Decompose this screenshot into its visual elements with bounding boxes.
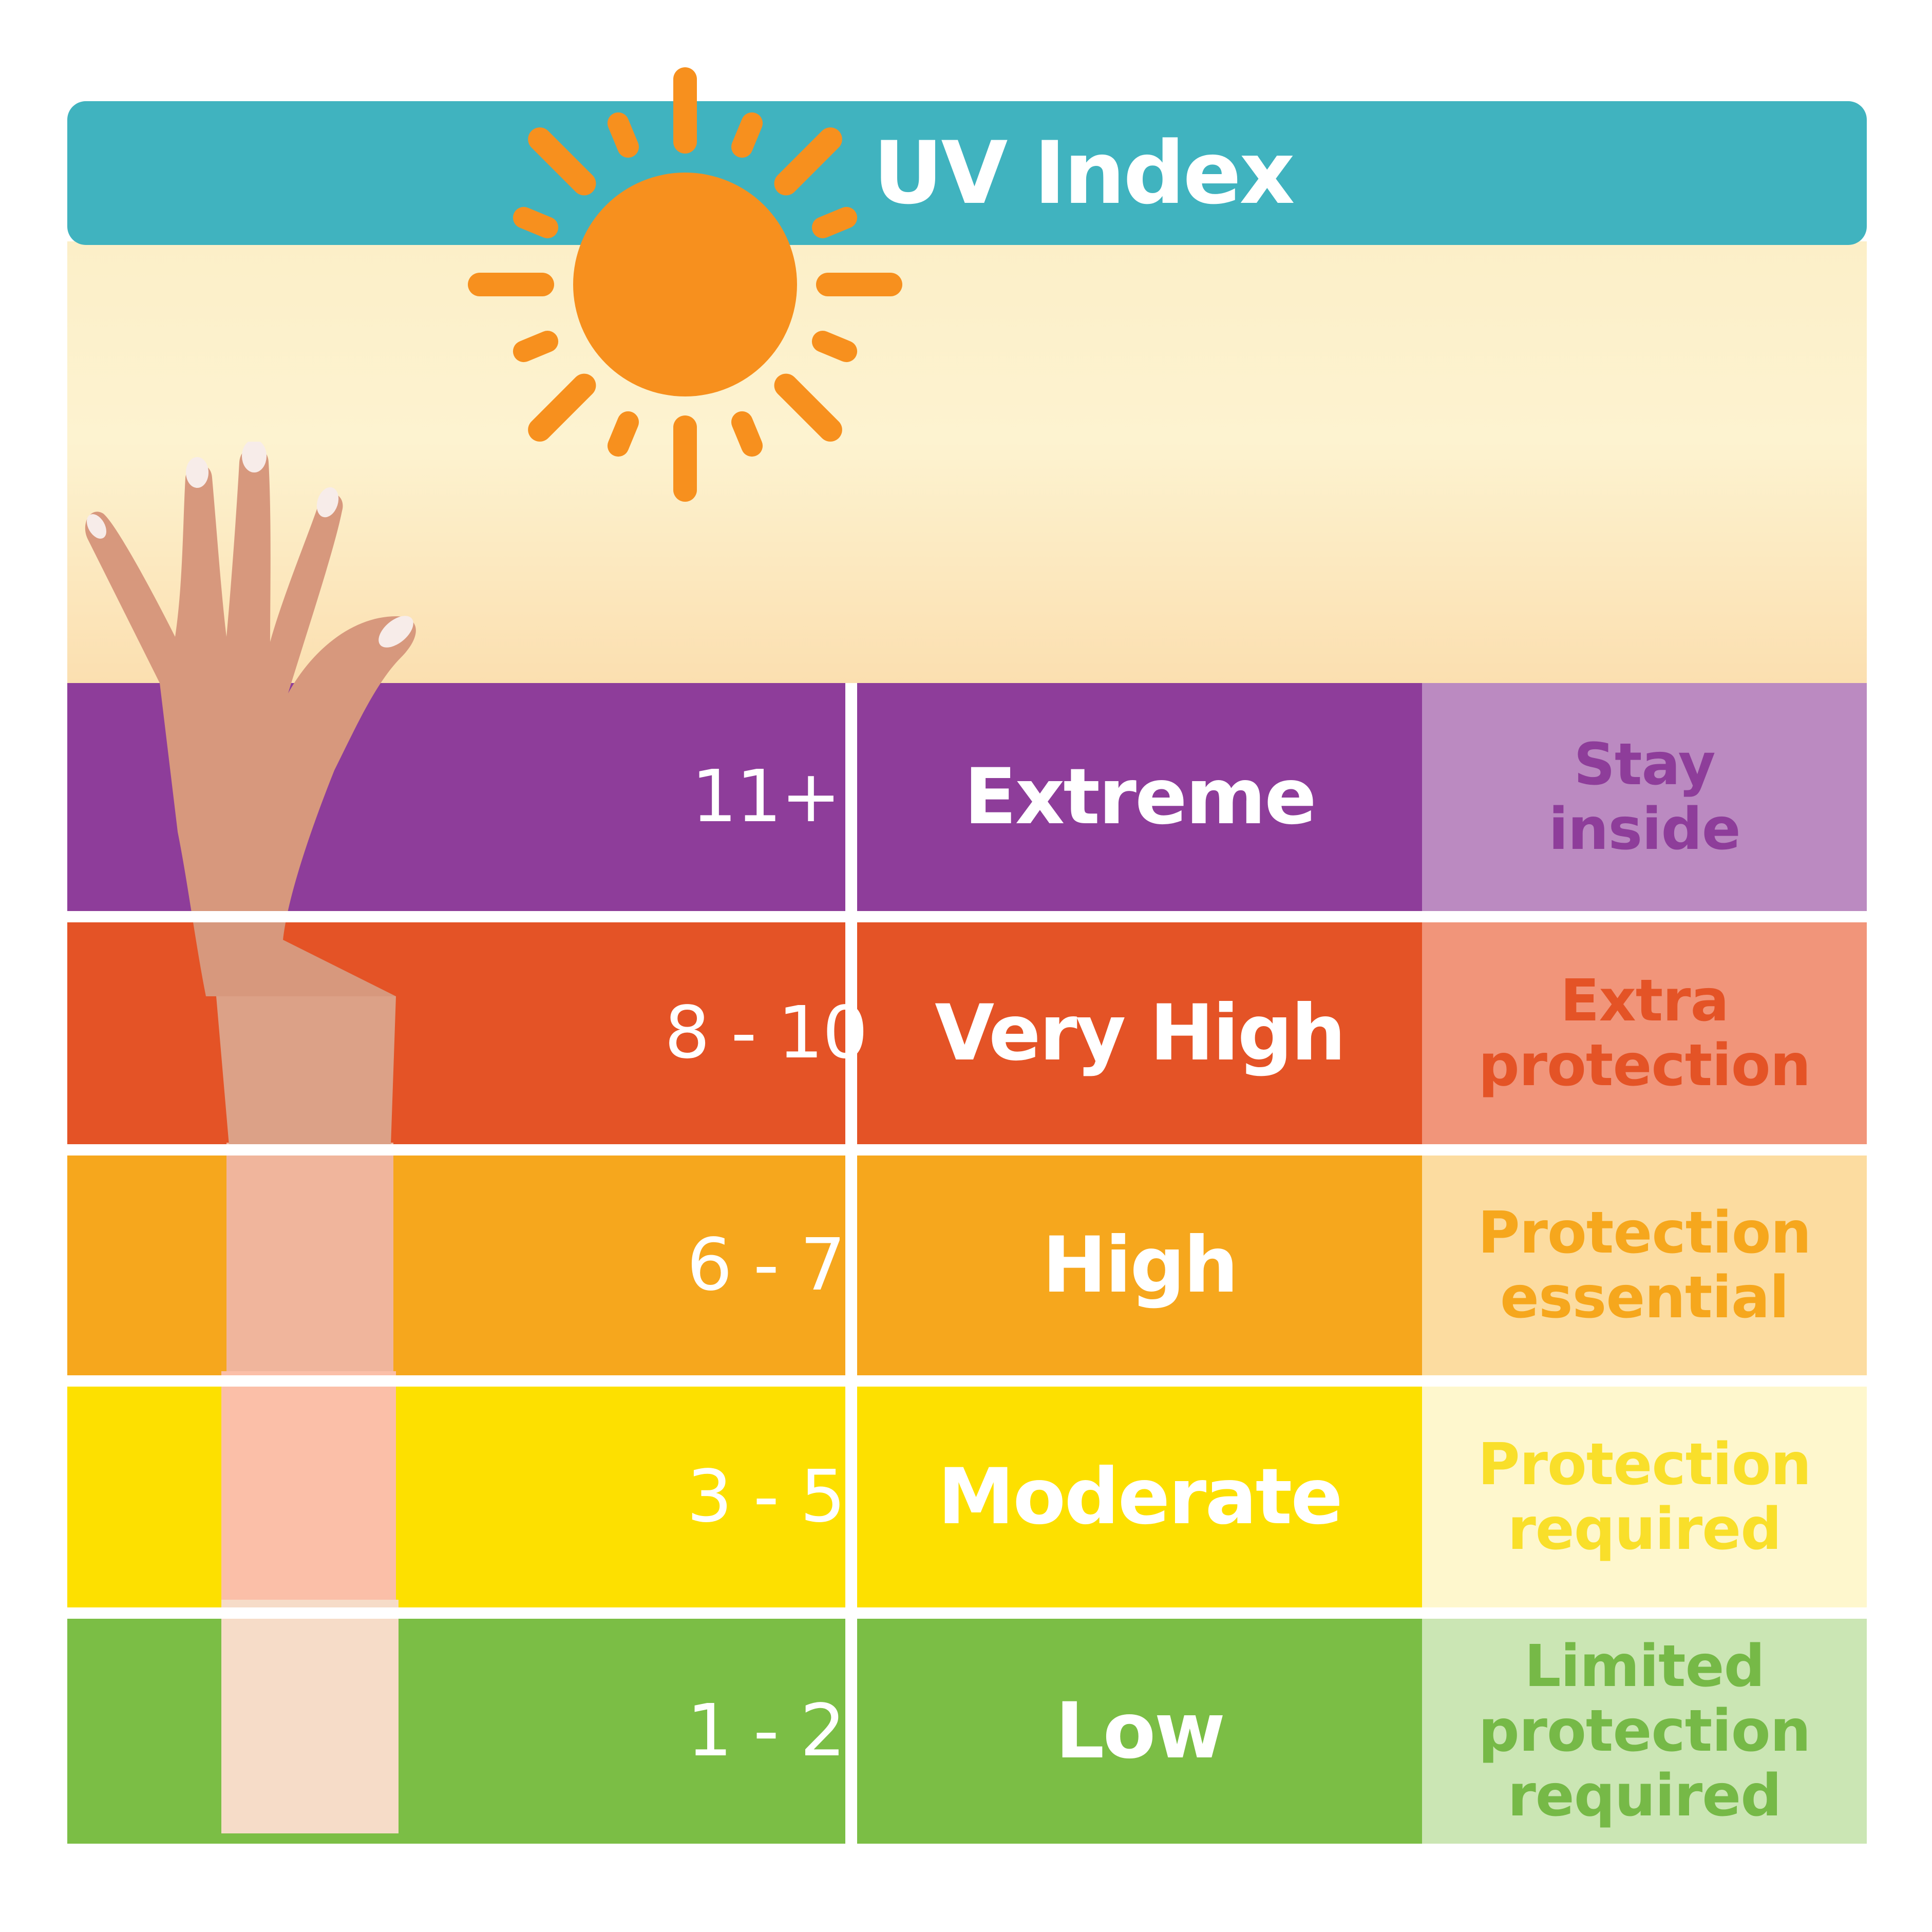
row-gap	[67, 911, 1867, 922]
row-gap	[67, 1607, 1867, 1619]
uv-row-high: 6 - 7 High Protection essential	[67, 1156, 1867, 1375]
uv-advice-cell: Limited protection required	[1422, 1619, 1867, 1844]
uv-range-label: 1 - 2	[687, 1689, 846, 1773]
raised-hand-icon	[85, 442, 416, 1833]
uv-row-low: 1 - 2 Low Limited protection required	[67, 1619, 1867, 1844]
uv-level-label: Moderate	[857, 1387, 1422, 1607]
sun-ray	[607, 411, 639, 457]
range-cell	[67, 1387, 845, 1607]
uv-advice-line1: Limited protection	[1478, 1633, 1811, 1765]
column-divider	[845, 922, 857, 1144]
row-gap	[67, 1375, 1867, 1387]
uv-level-label: Extreme	[857, 683, 1422, 911]
uv-level-label: Low	[857, 1619, 1422, 1844]
column-divider	[845, 1156, 857, 1375]
uv-level-label: Very High	[857, 922, 1422, 1144]
sun-ray	[513, 206, 559, 239]
uv-range-label: 6 - 7	[687, 1223, 846, 1307]
uv-range-label: 8 - 10	[664, 991, 868, 1075]
uv-range-label: 3 - 5	[687, 1455, 846, 1539]
sun-ray	[774, 373, 842, 442]
column-divider	[845, 1387, 857, 1607]
uv-advice-line1: Protection	[1478, 1431, 1812, 1498]
uv-advice-line2: essential	[1500, 1264, 1789, 1331]
header-bar	[67, 101, 1867, 245]
uv-level-label: High	[857, 1156, 1422, 1375]
column-divider	[845, 1619, 857, 1844]
uv-advice-line1: Extra	[1560, 968, 1729, 1034]
uv-row-very-high: 8 - 10 Very High Extra protection	[67, 922, 1867, 1144]
uv-advice-cell: Protection required	[1422, 1387, 1867, 1607]
row-gap	[67, 1144, 1867, 1156]
sun-ray	[811, 206, 858, 239]
uv-advice-line1: Stay	[1574, 731, 1715, 798]
sun-ray	[731, 411, 763, 457]
range-cell	[67, 1156, 845, 1375]
uv-range-label: 11+	[691, 755, 841, 839]
sky-background	[67, 241, 1867, 683]
uv-advice-line1: Protection	[1478, 1200, 1812, 1266]
sun-ray	[528, 127, 596, 196]
sun-icon	[468, 67, 902, 502]
uv-advice-line2: protection	[1478, 1032, 1811, 1099]
uv-row-moderate: 3 - 5 Moderate Protection required	[67, 1387, 1867, 1607]
uv-advice-line2: required	[1507, 1763, 1782, 1829]
sun-ray	[513, 330, 559, 363]
sun-ray	[528, 373, 596, 442]
uv-advice-cell: Protection essential	[1422, 1156, 1867, 1375]
uv-advice-line2: required	[1507, 1496, 1782, 1563]
uv-advice-cell: Extra protection	[1422, 922, 1867, 1144]
sun-ray	[607, 112, 639, 158]
page-title: UV Index	[873, 123, 1295, 223]
uv-advice-cell: Stay inside	[1422, 683, 1867, 911]
range-cell	[67, 1619, 845, 1844]
sun-ray	[731, 112, 763, 158]
range-cell	[67, 922, 845, 1144]
sun-ray	[774, 127, 842, 196]
uv-advice-line2: inside	[1548, 796, 1740, 863]
column-divider	[845, 683, 857, 911]
sun-ray	[811, 330, 858, 363]
